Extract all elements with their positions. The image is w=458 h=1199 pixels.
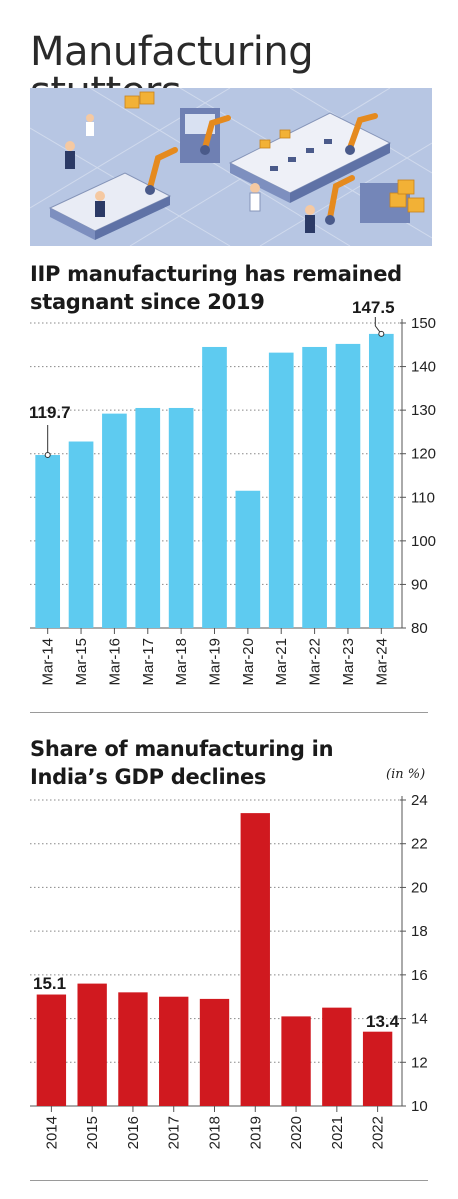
y-tick-label: 14: [411, 1011, 428, 1028]
bar-2022: [362, 1031, 393, 1106]
unit-label: (in %): [386, 767, 426, 782]
bar-2014: [36, 994, 67, 1106]
y-tick-label: 18: [411, 923, 428, 940]
bar-2017: [159, 996, 189, 1106]
y-tick-label: 12: [411, 1054, 428, 1071]
x-tick-label: Mar-14: [40, 638, 57, 686]
x-tick-label: Mar-18: [173, 638, 190, 686]
x-tick-label: Mar-22: [307, 638, 324, 686]
x-tick-label: 2021: [329, 1116, 346, 1149]
iip-bar-chart: 80 90 100 110 120 130 140 150 Mar-14 Mar-15 Mar-16…: [29, 298, 436, 686]
bar-2016: [118, 992, 148, 1106]
data-label-Mar-24: 147.5: [352, 298, 395, 317]
x-tick-label: 2015: [84, 1116, 101, 1149]
bar-Mar-19: [202, 346, 227, 628]
chart2-title: Share of manufacturing in India’s GDP de…: [30, 737, 334, 789]
x-tick-label: Mar-17: [140, 638, 157, 686]
bar-2020: [281, 1016, 311, 1106]
x-tick-label: Mar-21: [273, 638, 290, 686]
bar-Mar-21: [268, 352, 294, 628]
y-tick-label: 110: [411, 489, 435, 506]
y-tick-label: 90: [411, 576, 428, 593]
leader-dot: [44, 452, 51, 459]
x-tick-label: Mar-15: [73, 638, 90, 686]
y-tick-label: 22: [411, 836, 428, 853]
bar-Mar-17: [135, 407, 161, 628]
leader-line: [374, 317, 382, 335]
x-tick-label: Mar-20: [240, 638, 257, 686]
y-tick-label: 16: [411, 967, 428, 984]
x-tick-label: 2020: [288, 1116, 305, 1149]
x-tick-label: 2019: [247, 1116, 264, 1149]
data-label-2014: 15.1: [33, 974, 66, 993]
factory-robots-illustration: [30, 88, 432, 246]
bar-2019: [240, 813, 270, 1106]
x-tick-label: Mar-19: [207, 638, 224, 686]
data-label-Mar-14: 119.7: [29, 403, 71, 422]
x-tick-label: 2022: [370, 1116, 387, 1149]
bar-2021: [322, 1007, 352, 1106]
x-tick-label: 2017: [166, 1116, 183, 1149]
bar-Mar-24: [368, 333, 394, 628]
bar-Mar-22: [302, 346, 327, 628]
x-tick-label: Mar-23: [340, 638, 357, 686]
bar-Mar-23: [335, 343, 361, 628]
y-tick-label: 10: [411, 1098, 428, 1115]
bar-2018: [199, 998, 230, 1106]
data-label-2022: 13.4: [366, 1012, 400, 1031]
y-tick-label: 20: [411, 879, 428, 896]
bar-Mar-18: [168, 407, 194, 628]
bar-Mar-20: [235, 490, 261, 628]
x-tick-label: 2016: [125, 1116, 142, 1149]
x-tick-label: 2014: [43, 1116, 60, 1149]
y-tick-label: 150: [411, 315, 436, 332]
section-divider: [30, 712, 428, 713]
bar-Mar-16: [102, 413, 127, 628]
bar-Mar-14: [35, 455, 61, 628]
bar-Mar-15: [68, 441, 94, 628]
x-tick-label: 2018: [207, 1116, 224, 1149]
leader-dot: [378, 330, 385, 337]
y-tick-label: 100: [411, 533, 436, 550]
chart1-title: IIP manufacturing has remained stagnant …: [30, 262, 402, 314]
y-tick-label: 24: [411, 792, 428, 809]
y-tick-label: 120: [411, 446, 436, 463]
bar-2015: [77, 983, 107, 1106]
x-tick-label: Mar-16: [106, 638, 123, 686]
y-tick-label: 140: [411, 359, 436, 376]
bottom-divider: [30, 1180, 428, 1181]
x-tick-label: Mar-24: [373, 638, 390, 686]
y-tick-label: 80: [411, 620, 428, 637]
y-tick-label: 130: [411, 402, 436, 419]
